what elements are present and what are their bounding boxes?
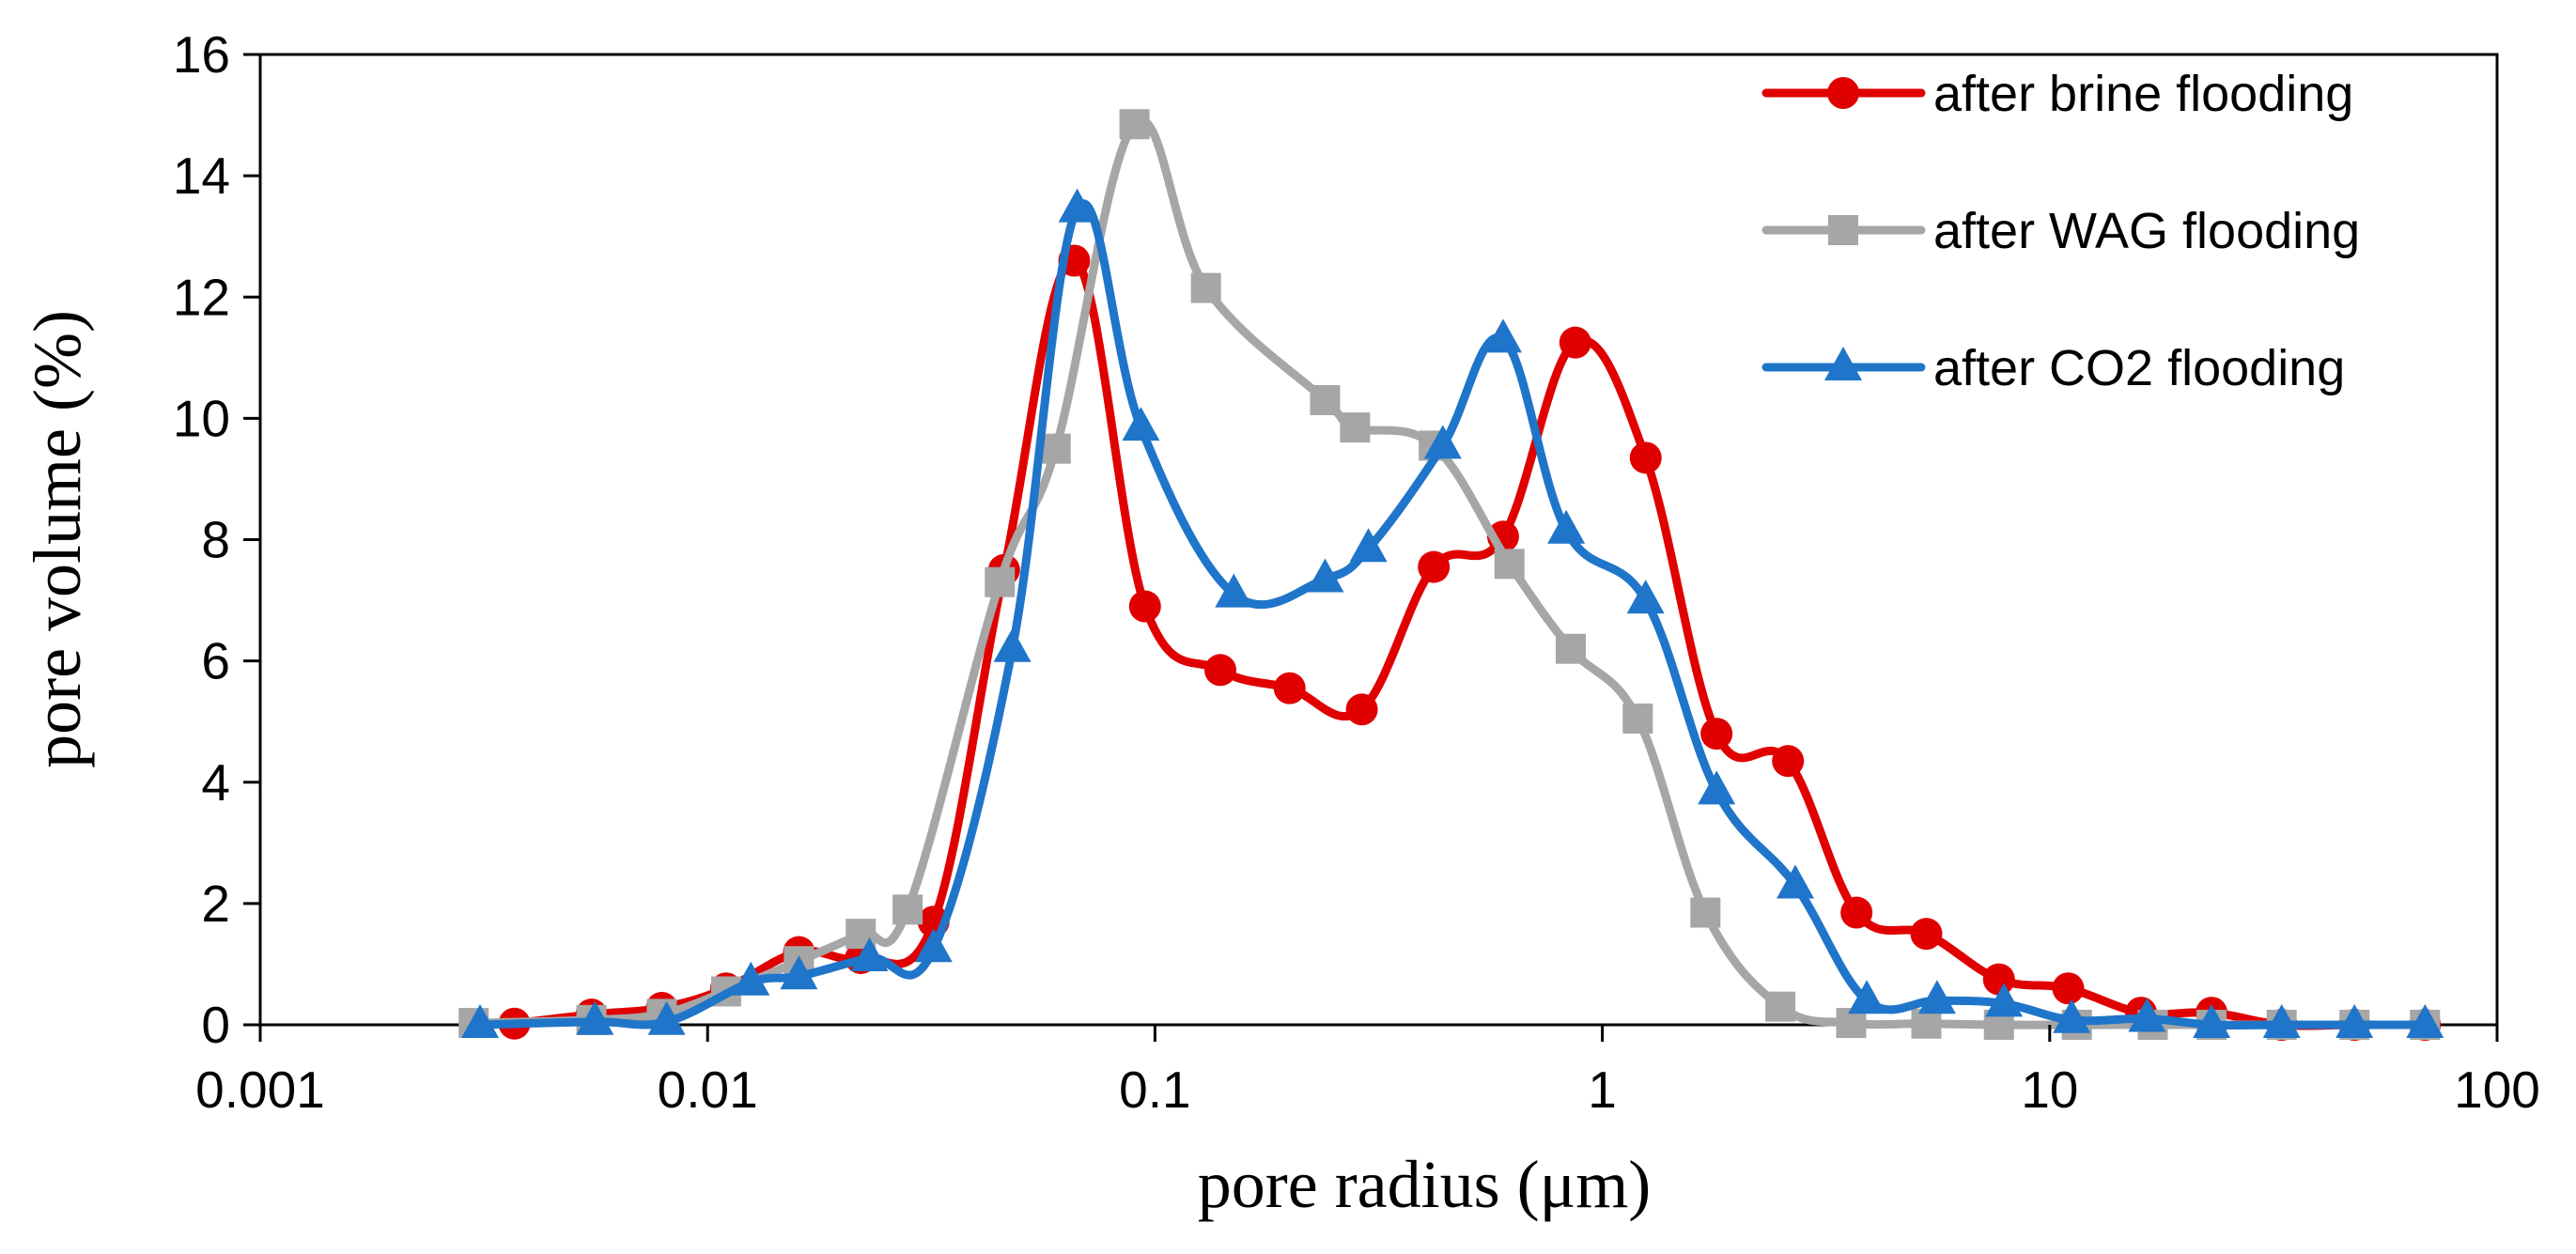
data-point-after-co2-flooding xyxy=(850,937,889,971)
legend-label: after WAG flooding xyxy=(1933,203,2360,259)
data-point-after-brine-flooding xyxy=(1559,326,1591,359)
legend-item-after-wag-flooding: after WAG flooding xyxy=(1761,203,2360,259)
data-point-after-brine-flooding xyxy=(1418,550,1451,583)
series-layer xyxy=(458,109,2444,1041)
data-point-after-co2-flooding xyxy=(647,1000,686,1035)
legend: after brine flooding after WAG flooding af… xyxy=(1761,66,2360,396)
data-point-after-brine-flooding xyxy=(1910,918,1943,951)
data-point-after-co2-flooding xyxy=(1215,573,1253,608)
data-point-after-co2-flooding xyxy=(1423,425,1462,459)
data-point-after-co2-flooding xyxy=(1848,980,1886,1014)
data-point-after-wag-flooding xyxy=(1119,109,1150,140)
data-point-after-wag-flooding xyxy=(1340,412,1371,443)
legend-label: after CO2 flooding xyxy=(1933,340,2345,396)
data-point-after-co2-flooding xyxy=(2193,1004,2231,1038)
y-tick-label: 4 xyxy=(201,753,230,812)
data-point-after-co2-flooding xyxy=(1985,983,2024,1017)
data-point-after-wag-flooding xyxy=(1690,897,1721,928)
data-point-after-wag-flooding xyxy=(1555,633,1586,664)
data-point-after-co2-flooding xyxy=(914,928,953,963)
y-tick-label: 2 xyxy=(201,875,230,933)
y-tick-label: 6 xyxy=(201,632,230,690)
data-point-after-co2-flooding xyxy=(2335,1004,2374,1038)
data-point-after-co2-flooding xyxy=(1058,188,1096,223)
data-point-after-co2-flooding xyxy=(1698,770,1736,805)
legend-item-after-co2-flooding: after CO2 flooding xyxy=(1761,340,2345,396)
data-point-after-brine-flooding xyxy=(1772,745,1805,778)
data-point-after-co2-flooding xyxy=(1626,580,1665,614)
y-tick-label: 10 xyxy=(173,389,230,447)
data-point-after-co2-flooding xyxy=(1122,407,1160,441)
x-tick-label: 0.001 xyxy=(195,1060,325,1119)
legend-item-after-brine-flooding: after brine flooding xyxy=(1761,66,2353,122)
data-point-after-co2-flooding xyxy=(1349,528,1388,563)
data-point-after-co2-flooding xyxy=(461,1004,499,1038)
y-tick-label: 16 xyxy=(173,25,230,84)
data-point-after-wag-flooding xyxy=(1310,385,1341,416)
y-tick-label: 8 xyxy=(201,511,230,569)
x-tick-label: 0.1 xyxy=(1119,1060,1190,1119)
x-tick-label: 100 xyxy=(2454,1060,2540,1119)
data-point-after-co2-flooding xyxy=(1484,318,1522,353)
data-point-after-co2-flooding xyxy=(1306,558,1344,593)
y-axis-title: pore volume (%) xyxy=(20,310,95,768)
data-point-after-co2-flooding xyxy=(993,627,1032,662)
legend-swatch-marker xyxy=(1827,77,1859,109)
tick-layer: 0 2 4 6 8 10 12 14 16 0.001 0.01 0.1 1 10 100 xyxy=(173,25,2540,1119)
data-point-after-co2-flooding xyxy=(2262,1004,2301,1038)
x-axis-title: pore radius (μm) xyxy=(1198,1147,1651,1222)
data-point-after-brine-flooding xyxy=(2052,972,2085,1005)
data-point-after-co2-flooding xyxy=(2128,998,2166,1032)
data-point-after-wag-flooding xyxy=(1622,703,1653,734)
y-tick-label: 14 xyxy=(173,147,230,205)
legend-swatch-marker xyxy=(1824,347,1862,380)
y-tick-label: 0 xyxy=(201,996,230,1054)
data-point-after-wag-flooding xyxy=(1494,549,1525,580)
x-tick-label: 1 xyxy=(1588,1060,1617,1119)
data-point-after-wag-flooding xyxy=(1765,991,1796,1022)
data-point-after-co2-flooding xyxy=(732,961,770,996)
data-point-after-brine-flooding xyxy=(1203,654,1236,687)
legend-swatch-marker xyxy=(1828,215,1858,245)
x-tick-label: 0.01 xyxy=(658,1060,758,1119)
data-point-after-co2-flooding xyxy=(1777,864,1814,899)
data-point-after-brine-flooding xyxy=(1345,693,1378,726)
data-point-after-co2-flooding xyxy=(1917,980,1956,1014)
data-point-after-wag-flooding xyxy=(892,894,923,925)
data-point-after-brine-flooding xyxy=(1629,441,1662,474)
data-point-after-brine-flooding xyxy=(1982,963,2015,996)
data-point-after-co2-flooding xyxy=(1547,509,1586,544)
data-point-after-co2-flooding xyxy=(2406,1004,2444,1038)
data-point-after-brine-flooding xyxy=(1273,672,1306,704)
x-tick-label: 10 xyxy=(2021,1060,2078,1119)
data-point-after-brine-flooding xyxy=(1840,896,1873,929)
data-point-after-co2-flooding xyxy=(576,1000,614,1035)
data-point-after-brine-flooding xyxy=(1700,718,1733,751)
data-point-after-brine-flooding xyxy=(1128,590,1161,623)
y-tick-label: 12 xyxy=(173,268,230,326)
series-after-co2-flooding xyxy=(461,188,2444,1038)
legend-label: after brine flooding xyxy=(1933,66,2353,122)
data-point-after-co2-flooding xyxy=(780,955,818,990)
series-line-after-co2-flooding xyxy=(475,199,2429,1030)
data-point-after-wag-flooding xyxy=(1190,272,1221,303)
data-point-after-wag-flooding xyxy=(985,566,1016,597)
data-point-after-co2-flooding xyxy=(2053,999,2091,1033)
data-point-after-wag-flooding xyxy=(1040,433,1071,464)
